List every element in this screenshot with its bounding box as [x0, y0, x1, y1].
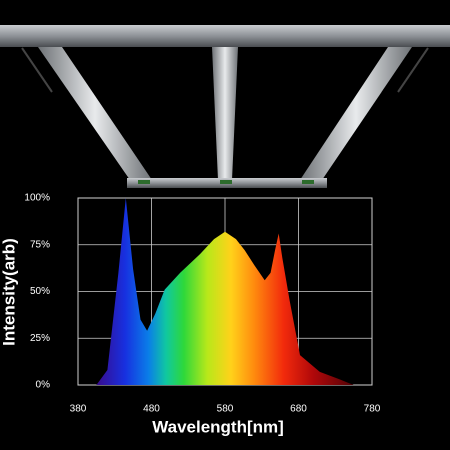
y-tick-label: 25% — [30, 333, 50, 344]
x-tick-label: 480 — [143, 404, 160, 415]
grow-light-fixture — [0, 25, 450, 188]
y-tick-label: 75% — [30, 239, 50, 250]
y-tick-label: 50% — [30, 286, 50, 297]
x-tick-label: 580 — [217, 404, 234, 415]
y-tick-label: 0% — [36, 380, 51, 391]
spectrum-area — [96, 198, 354, 385]
x-tick-label: 680 — [290, 404, 307, 415]
x-tick-label: 780 — [364, 404, 381, 415]
y-axis-title: Intensity(arb) — [0, 238, 18, 346]
x-tick-label: 380 — [70, 404, 87, 415]
x-axis-title: Wavelength[nm] — [152, 417, 284, 436]
y-tick-label: 100% — [24, 193, 50, 204]
